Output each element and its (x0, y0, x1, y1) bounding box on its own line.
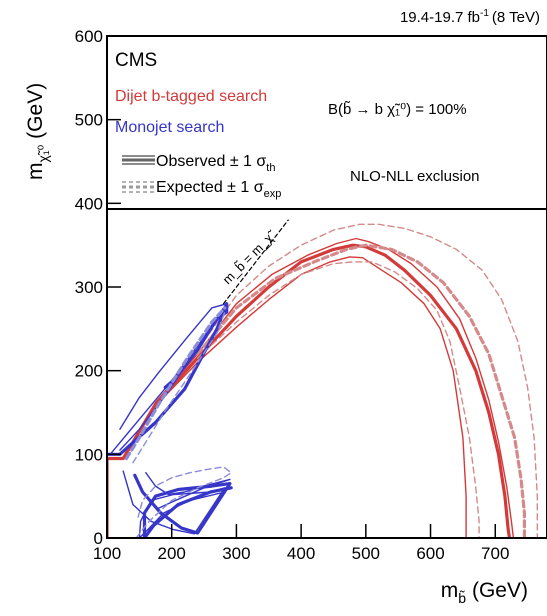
y-tick-label: 200 (75, 362, 103, 381)
x-tick-label: 600 (416, 544, 444, 563)
x-tick-label: 400 (287, 544, 315, 563)
legend-box (106, 35, 547, 210)
dijet-expected-band-curve (196, 261, 480, 538)
y-tick-label: 100 (75, 445, 103, 464)
dijet-observed-band-curve (154, 237, 515, 538)
legend-observed: Observed ± 1 σth (156, 153, 275, 174)
x-axis-title: mb̃ (GeV) (441, 579, 528, 606)
dijet-observed-band-curve (154, 256, 467, 538)
exclusion-label: NLO-NLL exclusion (350, 168, 480, 185)
y-tick-label: 400 (75, 194, 103, 213)
diagonal-diagonal-curve (222, 219, 289, 305)
monojet-observed-band-curve (145, 472, 231, 510)
monojet-observed-band-curve (119, 307, 228, 451)
monojet-observed-band-curve (122, 470, 226, 538)
branching-ratio: B(b̃ → b χ̃₁⁰) = 100% (328, 101, 467, 118)
y-tick-label: 0 (94, 529, 103, 548)
legend-expected-swatch (122, 181, 155, 193)
y-tick-label: 300 (75, 278, 103, 297)
monojet-expected-band-curve (132, 311, 226, 464)
x-tick-label: 100 (93, 544, 121, 563)
legend-observed-swatch (122, 155, 155, 165)
legend-dijet: Dijet b-tagged search (115, 88, 267, 105)
legend-monojet: Monojet search (115, 119, 224, 136)
legend-expected: Expected ± 1 σexp (156, 179, 281, 200)
monojet-observed-curve (133, 473, 233, 538)
x-tick-label: 200 (158, 544, 186, 563)
monojet-observed-band-curve (109, 303, 228, 455)
curves-layer (107, 219, 538, 538)
x-tick-label: 300 (222, 544, 250, 563)
x-tick-label: 700 (481, 544, 509, 563)
monojet-expected-band-curve (135, 466, 232, 538)
y-axis-title: mχ̃₁⁰(GeV) (24, 83, 51, 180)
lumi-label: 19.4-19.7 fb-1 (8 TeV) (400, 8, 540, 26)
cms-label: CMS (115, 50, 157, 71)
dijet-expected-band-curve (196, 223, 538, 538)
monojet-expected-curve (124, 306, 227, 461)
dijet-expected-curve (196, 243, 527, 538)
y-tick-label: 600 (75, 27, 103, 46)
y-tick-label: 500 (75, 111, 103, 130)
x-tick-label: 500 (352, 544, 380, 563)
